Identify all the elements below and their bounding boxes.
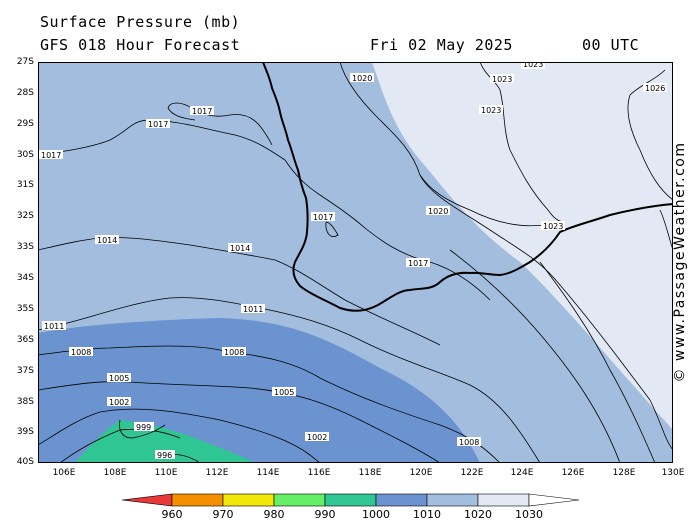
lon-label: 112E: [205, 468, 229, 478]
forecast-subtitle: GFS 018 Hour Forecast: [40, 36, 241, 54]
lat-label: 35S: [16, 304, 34, 314]
lon-label: 110E: [154, 468, 178, 478]
lon-label: 128E: [612, 468, 636, 478]
lat-label: 39S: [16, 427, 34, 437]
forecast-time: 00 UTC: [582, 36, 640, 54]
map-title: Surface Pressure (mb): [40, 13, 241, 31]
lat-label: 27S: [16, 57, 34, 67]
scale-label: 980: [263, 508, 285, 521]
isobar-label: 1020: [428, 207, 448, 216]
isobar-labels: 1020 1023 1023 1023 1023 1026 1017 1017 …: [39, 62, 667, 460]
scale-segment-960: [121, 493, 173, 507]
lat-label: 30S: [16, 150, 34, 160]
scale-segment-980: [222, 493, 275, 507]
lat-label: 40S: [16, 457, 34, 467]
isobar-label: 1008: [71, 348, 91, 357]
isobar-lines: [38, 62, 673, 463]
isobar-label: 1020: [352, 74, 372, 83]
isobar-label: 1014: [230, 244, 250, 253]
isobar-label: 1023: [492, 75, 512, 84]
isobar-label: 1011: [44, 322, 64, 331]
lon-label: 130E: [661, 468, 685, 478]
scale-label: 990: [314, 508, 336, 521]
scale-segment-1000: [324, 493, 377, 507]
lat-label: 32S: [16, 211, 34, 221]
forecast-date: Fri 02 May 2025: [370, 36, 513, 54]
isobar-label: 1026: [645, 84, 665, 93]
isobar-label: 1011: [243, 305, 263, 314]
lon-label: 116E: [307, 468, 331, 478]
lon-label: 118E: [358, 468, 382, 478]
isobar-label: 1023: [523, 62, 543, 69]
isobar-label: 1002: [109, 398, 129, 407]
scale-label: 970: [212, 508, 234, 521]
credit-text: © www.PassageWeather.com: [672, 141, 688, 383]
lon-label: 124E: [510, 468, 534, 478]
coastline-border: [262, 62, 673, 312]
map-frame: [38, 62, 673, 463]
isobar-label: 1017: [192, 107, 212, 116]
lat-label: 34S: [16, 273, 34, 283]
isobar-label: 996: [157, 451, 172, 460]
lat-label: 37S: [16, 366, 34, 376]
band-990-1000: [75, 420, 255, 463]
isobar-label: 1005: [274, 388, 294, 397]
lon-label: 120E: [409, 468, 433, 478]
lat-label: 33S: [16, 242, 34, 252]
scale-label: 1010: [413, 508, 441, 521]
isobar-label: 1017: [408, 259, 428, 268]
scale-segment-1020: [426, 493, 479, 507]
isobar-label: 999: [136, 423, 151, 432]
scale-label: 1030: [515, 508, 543, 521]
lon-label: 114E: [256, 468, 280, 478]
lon-label: 126E: [561, 468, 585, 478]
lon-label: 106E: [52, 468, 76, 478]
isobar-label: 1017: [41, 151, 61, 160]
lat-label: 31S: [16, 180, 34, 190]
isobar-label: 1008: [459, 438, 479, 447]
scale-label: 960: [161, 508, 183, 521]
isobar-label: 1002: [307, 433, 327, 442]
pressure-map: 1020 1023 1023 1023 1023 1026 1017 1017 …: [38, 62, 673, 463]
scale-label: 1020: [464, 508, 492, 521]
scale-label: 1000: [362, 508, 390, 521]
lon-label: 108E: [103, 468, 127, 478]
lon-label: 122E: [460, 468, 484, 478]
isobar-label: 1017: [148, 120, 168, 129]
lat-label: 36S: [16, 335, 34, 345]
lat-label: 38S: [16, 397, 34, 407]
scale-segment-990: [273, 493, 326, 507]
isobar-label: 1014: [97, 236, 117, 245]
isobar-label: 1023: [481, 106, 501, 115]
scale-segment-max: [528, 493, 580, 507]
scale-segment-970: [171, 493, 224, 507]
isobar-label: 1023: [543, 222, 563, 231]
isobar-label: 1008: [224, 348, 244, 357]
scale-segment-1010: [375, 493, 428, 507]
isobar-label: 1017: [313, 213, 333, 222]
lat-label: 28S: [16, 88, 34, 98]
isobar-label: 1005: [109, 374, 129, 383]
lat-label: 29S: [16, 119, 34, 129]
scale-segment-1030: [477, 493, 530, 507]
